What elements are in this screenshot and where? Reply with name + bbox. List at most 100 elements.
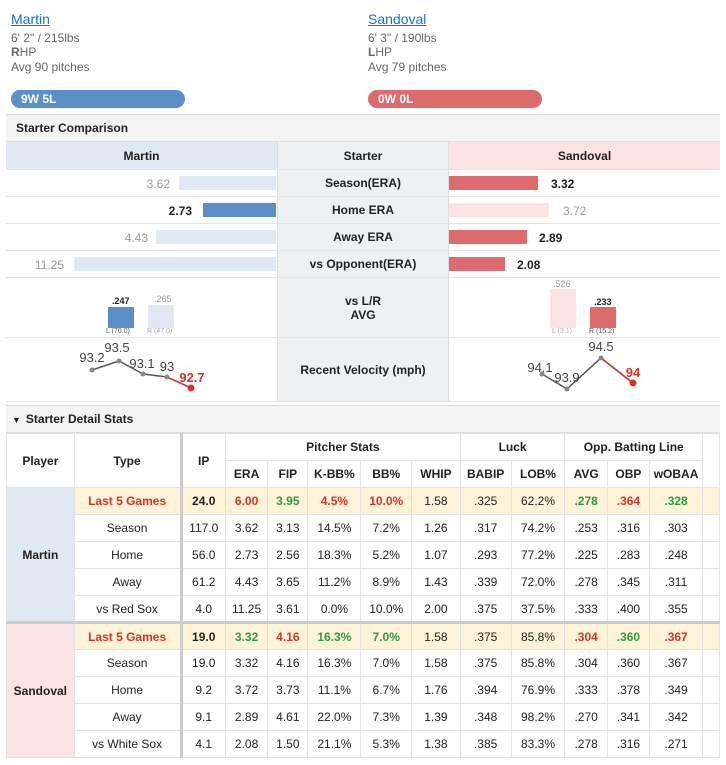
stat-cell: 1.07 bbox=[411, 541, 461, 569]
stat-cell: .348 bbox=[459, 703, 512, 731]
type-cell: Away bbox=[73, 568, 182, 596]
ip-cell: 4.1 bbox=[179, 730, 226, 758]
table-row: Martin Last 5 Games 24.0 6.00 3.95 4.5% 10.0% 1… bbox=[6, 487, 721, 623]
ip-cell: 19.0 bbox=[179, 622, 226, 650]
velocity-row: 93.2 93.5 93.1 93 92.7 Recent Velocity (… bbox=[6, 338, 720, 402]
stat-cell: 5.3% bbox=[360, 730, 413, 758]
player-name-link[interactable]: Martin bbox=[11, 11, 50, 27]
stat-cell: 85.8% bbox=[510, 649, 566, 677]
col-header: BB% bbox=[360, 460, 413, 488]
stat-cell: 1.58 bbox=[411, 487, 461, 515]
col-header: wOBAA bbox=[649, 460, 703, 488]
overflow-cell bbox=[701, 514, 721, 542]
velo-label: 92.7 bbox=[179, 370, 204, 385]
stat-cell: .271 bbox=[649, 730, 703, 758]
stat-cell: 1.58 bbox=[411, 649, 461, 677]
group-header: Opp. Batting Line bbox=[564, 433, 703, 461]
stat-cell: .253 bbox=[564, 514, 608, 542]
stat-cell: .355 bbox=[649, 595, 703, 623]
stat-cell: 3.65 bbox=[267, 568, 309, 596]
stat-cell: 2.73 bbox=[224, 541, 269, 569]
stat-cell: .349 bbox=[649, 676, 703, 704]
stat-cell: 83.3% bbox=[510, 730, 566, 758]
velo-label: 93.9 bbox=[554, 370, 579, 385]
stat-cell: 3.95 bbox=[267, 487, 309, 515]
stat-cell: .400 bbox=[606, 595, 651, 623]
overflow-cell bbox=[701, 703, 721, 731]
stat-cell: .283 bbox=[606, 541, 651, 569]
comparison-row: 2.73 Home ERA 3.72 bbox=[6, 197, 720, 224]
left-value: 3.62 bbox=[146, 177, 170, 191]
section-header-detail[interactable]: ▼ Starter Detail Stats bbox=[6, 405, 720, 433]
stat-cell: 85.8% bbox=[510, 622, 566, 650]
type-cell: vs Red Sox bbox=[73, 595, 182, 623]
record-badge-left: 9W 5L bbox=[11, 90, 185, 108]
stat-cell: .278 bbox=[564, 487, 608, 515]
row-label: Home ERA bbox=[277, 197, 449, 223]
overflow-cell bbox=[701, 622, 721, 650]
stat-cell: 4.16 bbox=[267, 649, 309, 677]
stat-cell: .360 bbox=[606, 649, 651, 677]
left-value: 4.43 bbox=[124, 231, 148, 245]
stat-cell: .325 bbox=[459, 487, 512, 515]
col-header: Type bbox=[73, 433, 182, 488]
stat-cell: 21.1% bbox=[307, 730, 362, 758]
table-row: Away 9.1 2.89 4.61 22.0% 7.3% 1.39.348 98.2% .27… bbox=[7, 703, 721, 731]
stat-cell: .367 bbox=[649, 622, 703, 650]
ip-cell: 24.0 bbox=[179, 487, 226, 515]
col-header: Player bbox=[6, 433, 75, 488]
lr-label: R (47.0) bbox=[147, 328, 173, 335]
stat-cell: 1.26 bbox=[411, 514, 461, 542]
right-value: 2.89 bbox=[539, 231, 563, 245]
stat-cell: 1.43 bbox=[411, 568, 461, 596]
type-cell: Home bbox=[73, 541, 182, 569]
stat-cell: .385 bbox=[459, 730, 512, 758]
right-value: 3.72 bbox=[563, 204, 587, 218]
stat-cell: .317 bbox=[459, 514, 512, 542]
ip-cell: 9.2 bbox=[179, 676, 226, 704]
lr-bar-l bbox=[108, 307, 134, 328]
stat-cell: 14.5% bbox=[307, 514, 362, 542]
stat-cell: .278 bbox=[564, 568, 608, 596]
stat-cell: 16.3% bbox=[307, 622, 362, 650]
col-header: LOB% bbox=[510, 460, 566, 488]
stat-cell: 37.5% bbox=[510, 595, 566, 623]
player-name-link[interactable]: Sandoval bbox=[368, 11, 427, 27]
stat-cell: 11.1% bbox=[307, 676, 362, 704]
lr-label: L (70.0) bbox=[106, 328, 130, 335]
stat-cell: 11.25 bbox=[224, 595, 269, 623]
left-bar bbox=[156, 230, 276, 244]
type-cell: Last 5 Games bbox=[73, 622, 182, 650]
stat-cell: .303 bbox=[649, 514, 703, 542]
player-cell: Sandoval bbox=[6, 622, 75, 758]
table-row: vs White Sox 4.1 2.08 1.50 21.1% 5.3% 1.38.385… bbox=[7, 730, 721, 758]
table-row: Season 117.0 3.62 3.13 14.5% 7.2% 1.26.317 74.2… bbox=[7, 514, 721, 542]
stat-cell: .304 bbox=[564, 622, 608, 650]
detail-stats-table: Player Type IP Pitcher Stats Luck Opp. B… bbox=[6, 433, 721, 758]
stat-cell: .316 bbox=[606, 514, 651, 542]
height-weight: 6' 3" / 190lbs bbox=[368, 30, 437, 45]
lr-value: .265 bbox=[154, 294, 172, 304]
stat-cell: 7.2% bbox=[360, 514, 413, 542]
stat-cell: 16.3% bbox=[307, 649, 362, 677]
row-label: Season(ERA) bbox=[277, 170, 449, 196]
throwing-hand: LHP bbox=[368, 45, 393, 59]
right-bar bbox=[449, 230, 527, 244]
table-row: Home 56.0 2.73 2.56 18.3% 5.2% 1.07.293 77.2% .2… bbox=[7, 541, 721, 569]
right-bar bbox=[449, 257, 505, 271]
type-cell: Season bbox=[73, 649, 182, 677]
table-row: Sandoval Last 5 Games 19.0 3.32 4.16 16.3% 7.0… bbox=[6, 622, 721, 758]
right-bar bbox=[449, 176, 538, 190]
col-header: ERA bbox=[224, 460, 269, 488]
collapse-caret-icon[interactable]: ▼ bbox=[12, 415, 21, 425]
stat-cell: 10.0% bbox=[360, 595, 413, 623]
velo-label: 94.1 bbox=[527, 360, 552, 375]
stat-cell: .339 bbox=[459, 568, 512, 596]
left-bar bbox=[179, 176, 276, 190]
lr-bar-l bbox=[550, 289, 576, 328]
ip-cell: 56.0 bbox=[179, 541, 226, 569]
velo-label: 94 bbox=[626, 365, 641, 380]
stat-cell: 11.2% bbox=[307, 568, 362, 596]
col-header: FIP bbox=[267, 460, 309, 488]
ip-cell: 9.1 bbox=[179, 703, 226, 731]
